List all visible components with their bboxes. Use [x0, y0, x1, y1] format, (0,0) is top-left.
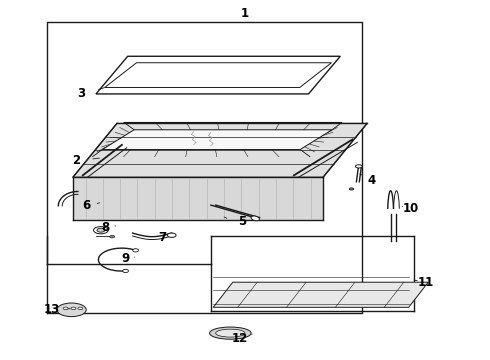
- Text: 10: 10: [403, 202, 419, 215]
- Ellipse shape: [167, 233, 176, 237]
- Polygon shape: [73, 177, 323, 220]
- Ellipse shape: [71, 307, 76, 310]
- Polygon shape: [73, 123, 367, 177]
- Text: 6: 6: [82, 199, 90, 212]
- Text: 13: 13: [44, 303, 60, 316]
- Text: 7: 7: [158, 231, 166, 244]
- Ellipse shape: [355, 165, 362, 168]
- Text: 11: 11: [417, 276, 434, 289]
- Text: 9: 9: [121, 252, 129, 265]
- Ellipse shape: [63, 307, 68, 310]
- Ellipse shape: [122, 269, 128, 273]
- Polygon shape: [93, 123, 342, 157]
- Text: 3: 3: [77, 87, 85, 100]
- Text: 12: 12: [232, 332, 248, 345]
- Ellipse shape: [57, 303, 86, 317]
- Ellipse shape: [110, 235, 115, 238]
- Ellipse shape: [133, 249, 139, 252]
- Text: 5: 5: [239, 215, 246, 228]
- Ellipse shape: [210, 327, 251, 339]
- Text: 4: 4: [368, 174, 376, 186]
- Text: 1: 1: [241, 7, 249, 20]
- Ellipse shape: [251, 216, 259, 221]
- Text: 8: 8: [101, 221, 110, 234]
- Ellipse shape: [78, 307, 83, 310]
- Ellipse shape: [97, 228, 105, 232]
- Polygon shape: [105, 63, 331, 87]
- Ellipse shape: [216, 329, 245, 337]
- Text: 2: 2: [73, 154, 80, 167]
- Polygon shape: [213, 282, 428, 307]
- Ellipse shape: [349, 188, 354, 190]
- Polygon shape: [96, 56, 340, 94]
- Ellipse shape: [94, 226, 108, 234]
- Polygon shape: [102, 130, 332, 149]
